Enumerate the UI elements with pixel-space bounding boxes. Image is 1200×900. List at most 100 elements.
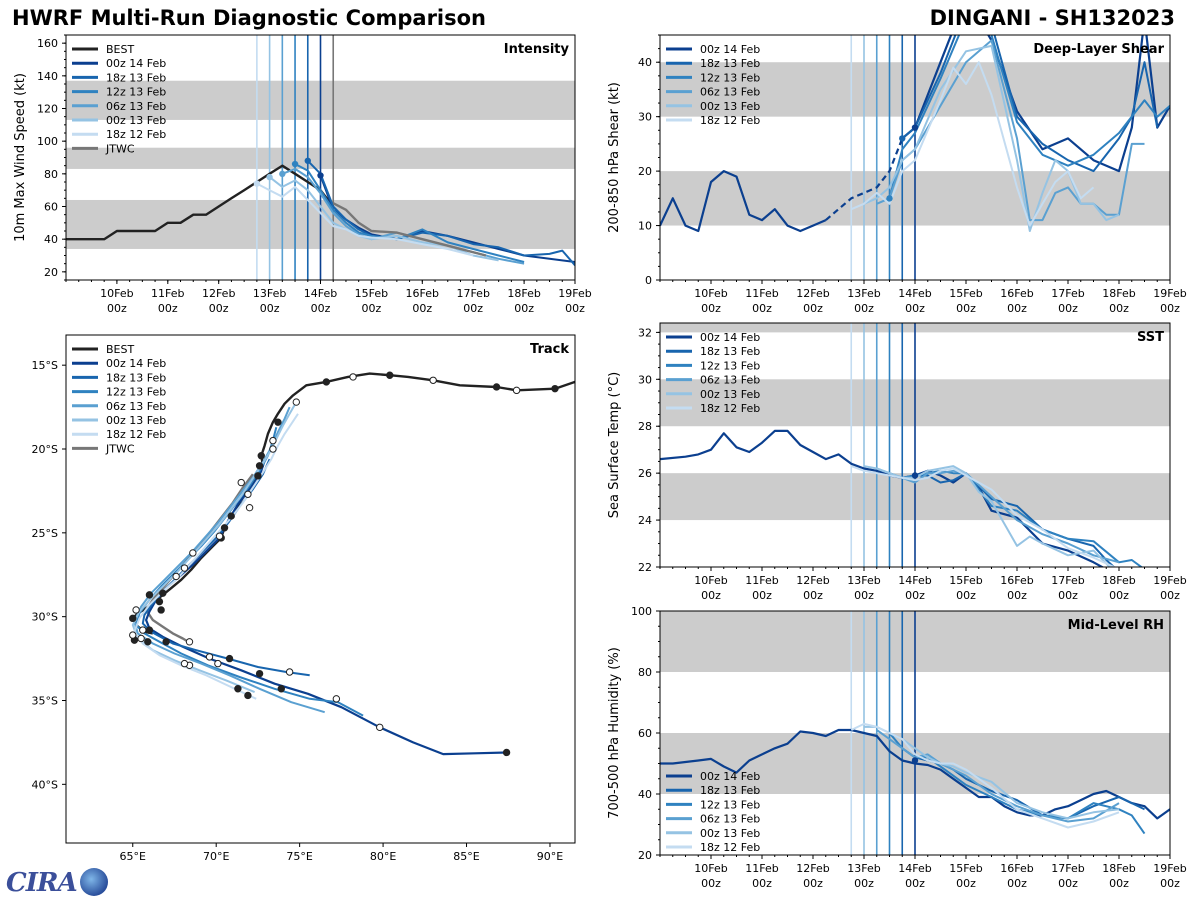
sst-series-line <box>850 465 1117 567</box>
x-tick-label: 10Feb <box>100 287 133 300</box>
intensity-marker <box>317 172 324 179</box>
track-panel-title: Track <box>530 342 569 357</box>
track-frame <box>65 334 576 844</box>
y-tick-label: 35°S <box>32 694 58 707</box>
track-position-dot <box>214 659 222 668</box>
legend-label: 00z 14 Feb <box>106 357 166 370</box>
y-tick-label: 60 <box>638 727 652 740</box>
y-tick-label: 100 <box>631 605 652 618</box>
track-position-dot <box>551 384 559 393</box>
intensity-series-line <box>332 202 487 257</box>
legend-label: JTWC <box>105 142 135 155</box>
legend-label: 12z 13 Feb <box>700 359 760 372</box>
y-tick-label: 40 <box>638 788 652 801</box>
shear-y-axis-label: 200-850 hPa Shear (kt) <box>607 82 622 233</box>
track-position-dot <box>332 695 341 703</box>
x-tick-label: 18Feb <box>507 287 540 300</box>
x-tick-label: 00z <box>752 589 772 602</box>
y-tick-label: 20 <box>638 165 652 178</box>
x-tick-label: 00z <box>752 877 772 890</box>
legend-label: 06z 13 Feb <box>700 374 760 387</box>
track-position-dot <box>269 436 277 445</box>
x-tick-label: 16Feb <box>1000 862 1033 875</box>
x-tick-label: 17Feb <box>1051 574 1084 587</box>
legend-label: 18z 13 Feb <box>106 371 166 384</box>
y-tick-label: 120 <box>37 103 58 116</box>
x-tick-label: 00z <box>514 302 534 315</box>
x-tick-label: 00z <box>854 302 874 315</box>
track-plot-area <box>129 335 575 757</box>
track-position-dot <box>245 503 254 512</box>
x-tick-label: 17Feb <box>1051 862 1084 875</box>
track-position-dot <box>274 418 282 426</box>
x-tick-label: 12Feb <box>796 574 829 587</box>
x-tick-label: 15Feb <box>949 862 982 875</box>
track-position-dot <box>145 626 154 634</box>
x-tick-label: 85°E <box>453 850 479 863</box>
x-tick-label: 19Feb <box>558 287 591 300</box>
x-tick-label: 00z <box>905 877 925 890</box>
legend-label: 12z 13 Feb <box>700 71 760 84</box>
y-tick-label: 15°S <box>32 359 58 372</box>
track-position-dot <box>185 638 194 646</box>
shear-marker <box>911 124 919 131</box>
track-position-dot <box>227 512 235 520</box>
legend-label: JTWC <box>105 442 135 455</box>
track-position-dot <box>553 335 557 336</box>
track-position-dot <box>292 398 301 406</box>
legend-label: 00z 13 Feb <box>106 114 166 127</box>
track-position-dot <box>180 564 189 572</box>
intensity-series-line <box>294 163 525 263</box>
legend-label: 00z 14 Feb <box>700 770 760 783</box>
x-tick-label: 70°E <box>203 850 229 863</box>
x-tick-label: 10Feb <box>694 574 727 587</box>
track-line <box>135 426 364 717</box>
x-tick-label: 80°E <box>370 850 396 863</box>
track-position-dot <box>137 634 145 643</box>
x-tick-label: 13Feb <box>253 287 286 300</box>
shear-panel-title: Deep-Layer Shear <box>1033 42 1164 57</box>
y-tick-label: 0 <box>645 274 652 287</box>
x-tick-label: 00z <box>956 589 976 602</box>
y-tick-label: 20 <box>44 266 58 279</box>
x-tick-label: 19Feb <box>1153 574 1186 587</box>
track-position-dot <box>155 597 164 606</box>
intensity-marker <box>291 160 299 168</box>
legend-label: 06z 13 Feb <box>106 100 166 113</box>
track-position-dot <box>172 572 180 581</box>
track-position-dot <box>277 685 285 693</box>
rh-plot-area <box>660 611 1170 855</box>
legend-label: 18z 13 Feb <box>700 784 760 797</box>
x-tick-label: 75°E <box>286 850 312 863</box>
track-position-dot <box>255 462 264 470</box>
x-tick-label: 00z <box>1007 302 1027 315</box>
x-tick-label: 00z <box>1058 589 1078 602</box>
rh-panel-title: Mid-Level RH <box>1068 618 1164 633</box>
x-tick-label: 90°E <box>537 850 563 863</box>
x-tick-label: 18Feb <box>1102 862 1135 875</box>
x-tick-label: 13Feb <box>847 287 880 300</box>
shear-marker <box>899 135 906 142</box>
x-tick-label: 00z <box>1109 589 1129 602</box>
x-tick-label: 19Feb <box>1153 287 1186 300</box>
cira-logo: CIRA <box>4 866 114 898</box>
shear-marker <box>886 195 893 202</box>
legend-label: 00z 13 Feb <box>700 388 760 401</box>
track-position-dot <box>132 606 140 614</box>
x-tick-label: 18Feb <box>1102 287 1135 300</box>
x-tick-label: 00z <box>701 877 721 890</box>
x-tick-label: 00z <box>209 302 229 315</box>
track-position-dot <box>139 626 147 634</box>
x-tick-label: 16Feb <box>1000 287 1033 300</box>
x-tick-label: 11Feb <box>151 287 184 300</box>
intensity-panel: 20 40 60 80 100 120 140 160 10Feb 00z 11Feb 00z 12Fe… <box>13 34 592 315</box>
x-tick-label: 13Feb <box>847 574 880 587</box>
track-position-dot <box>255 669 264 678</box>
x-tick-label: 11Feb <box>745 862 778 875</box>
x-tick-label: 17Feb <box>456 287 489 300</box>
track-position-dot <box>512 386 521 395</box>
track-position-dot <box>244 691 252 700</box>
